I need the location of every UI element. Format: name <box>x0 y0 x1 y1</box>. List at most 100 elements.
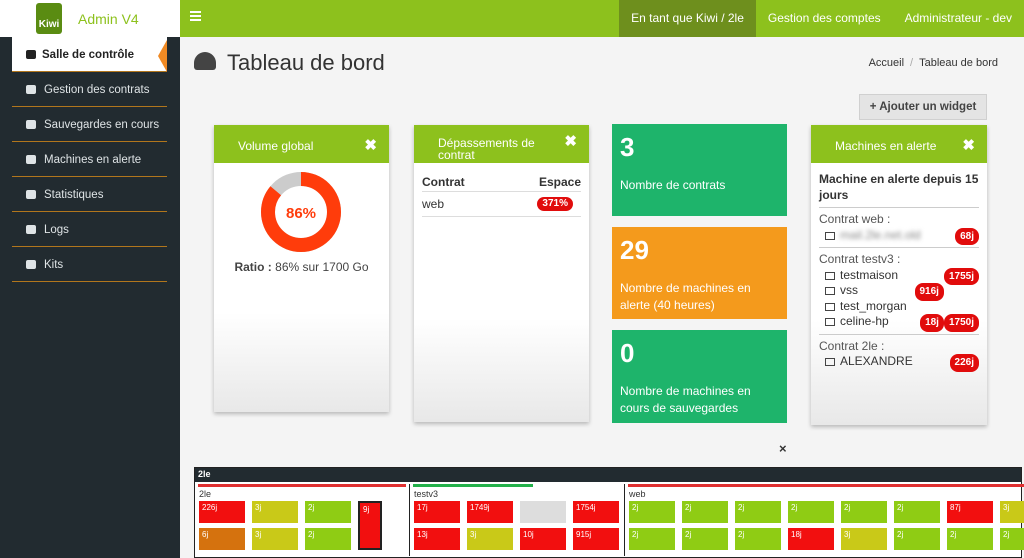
close-panel[interactable]: × <box>779 441 787 456</box>
widget-title: Volume global <box>238 139 314 153</box>
stat-label: Nombre de machines en cours de sauvegard… <box>620 384 751 415</box>
status-cell[interactable]: 2j <box>841 501 887 523</box>
sidebar-item[interactable]: Machines en alerte <box>12 142 167 177</box>
nav-item[interactable]: En tant que Kiwi / 2le <box>619 0 756 37</box>
status-cell[interactable]: 2j <box>894 501 940 523</box>
machine-row: celine-hp 18j <box>819 314 979 332</box>
group-name: 2le <box>199 489 212 499</box>
status-cell[interactable]: 2j <box>894 528 940 550</box>
widget-header: Dépassements de contrat ✖ <box>414 125 589 163</box>
sidebar: Salle de contrôle Gestion des contrats Sau… <box>0 37 180 558</box>
status-cell[interactable] <box>520 501 566 523</box>
title-icon <box>194 52 216 70</box>
days-badge: 1755j <box>943 267 979 285</box>
status-cell[interactable]: 1754j <box>573 501 619 523</box>
sidebar-item[interactable]: Logs <box>12 212 167 247</box>
button-label: Ajouter un widget <box>879 101 977 113</box>
status-cell[interactable]: 3j <box>252 528 298 550</box>
status-cell[interactable]: 2j <box>629 501 675 523</box>
menu-toggle[interactable] <box>190 11 201 13</box>
status-cell[interactable]: 17j <box>414 501 460 523</box>
status-cell[interactable]: 2j <box>305 501 351 523</box>
overrun-badge: 371% <box>537 197 573 211</box>
breadcrumb: Accueil / Tableau de bord <box>868 57 998 69</box>
status-cell[interactable]: 9j <box>358 501 382 550</box>
status-cell[interactable]: 2j <box>305 528 351 550</box>
nav-item[interactable]: Gestion des comptes <box>767 11 881 25</box>
add-widget-button[interactable]: + Ajouter un widget <box>859 94 987 120</box>
close-widget[interactable]: ✖ <box>364 137 377 154</box>
logo[interactable]: Kiwi Admin V4 <box>0 0 180 37</box>
status-cell[interactable]: 226j <box>199 501 245 523</box>
ratio: Ratio : 86% sur 1700 Go <box>214 260 389 274</box>
group-name: Contrat web : <box>819 212 891 226</box>
icon <box>26 190 36 199</box>
sidebar-label: Logs <box>44 224 69 236</box>
sidebar-item[interactable]: Kits <box>12 247 167 282</box>
status-cell[interactable]: 13j <box>414 528 460 550</box>
machine-name[interactable]: test_morgan <box>840 298 907 313</box>
widget-body: Contrat Espace web 371% <box>414 163 589 422</box>
status-cell[interactable]: 87j <box>947 501 993 523</box>
sidebar-item[interactable]: Statistiques <box>12 177 167 212</box>
alert-group: Contrat 2le : ALEXANDRE 226j <box>819 333 979 374</box>
ratio-text: 86% sur 1700 Go <box>275 260 369 274</box>
sidebar-item[interactable]: Gestion des contrats <box>12 72 167 107</box>
donut-chart: 86% <box>261 172 341 252</box>
status-cell[interactable]: 2j <box>947 528 993 550</box>
app-title: Admin V4 <box>78 11 139 27</box>
machine-name[interactable]: vss <box>840 283 858 297</box>
status-cell[interactable]: 1749j <box>467 501 513 523</box>
donut-value <box>261 172 341 252</box>
status-cell[interactable]: 2j <box>788 501 834 523</box>
status-cell[interactable]: 2j <box>1000 528 1024 550</box>
widget-header: Volume global ✖ <box>214 125 389 163</box>
sidebar-item[interactable]: Salle de contrôle <box>12 37 167 72</box>
stat-value: 0 <box>620 338 635 368</box>
status-cell[interactable]: 2j <box>682 528 728 550</box>
icon <box>26 225 36 234</box>
panel-title: 2le <box>195 468 1021 482</box>
status-cell[interactable]: 915j <box>573 528 619 550</box>
breadcrumb-link[interactable]: Accueil <box>868 57 905 69</box>
panel-group: 2le 226j 3j 2j 9j 6j 3j 2j <box>196 484 410 556</box>
group-bar <box>198 484 406 487</box>
status-cell[interactable]: 6j <box>199 528 245 550</box>
status-cell[interactable]: 2j <box>682 501 728 523</box>
status-cell[interactable]: 2j <box>735 528 781 550</box>
sidebar-label: Sauvegardes en cours <box>44 119 160 131</box>
status-cell[interactable]: 3j <box>841 528 887 550</box>
widget-title: Machines en alerte <box>835 139 937 153</box>
machine-name[interactable]: celine-hp <box>840 314 889 328</box>
status-cell[interactable]: 2j <box>629 528 675 550</box>
monitor-icon <box>825 302 835 311</box>
machine-name[interactable]: testmaison <box>840 267 899 282</box>
monitor-icon <box>825 271 835 280</box>
widget-body: 86% Ratio : 86% sur 1700 Go <box>214 163 389 412</box>
group-name: web <box>629 489 646 499</box>
machine-row: testmaison 1755j <box>819 267 979 285</box>
status-cell[interactable]: 10j <box>520 528 566 550</box>
ratio-label: Ratio : <box>234 260 272 274</box>
machine-name[interactable]: mail.2le.net.old <box>840 227 921 242</box>
status-cell[interactable]: 3j <box>252 501 298 523</box>
group-bar <box>628 484 1024 487</box>
status-cell[interactable]: 2j <box>735 501 781 523</box>
monitor-icon <box>825 358 835 366</box>
status-cell[interactable]: 3j <box>467 528 513 550</box>
sidebar-label: Statistiques <box>44 189 104 201</box>
monitor-icon <box>825 231 835 240</box>
icon <box>26 85 36 94</box>
nav-item[interactable]: Administrateur - dev <box>904 11 1012 25</box>
status-cell[interactable]: 18j <box>788 528 834 550</box>
close-widget[interactable]: ✖ <box>962 137 975 154</box>
days-badge: 226j <box>949 354 979 372</box>
machine-name[interactable]: ALEXANDRE <box>840 354 913 368</box>
machine-row: vss 916j <box>819 283 979 301</box>
status-cell[interactable]: 3j <box>1000 501 1024 523</box>
page-title: Tableau de bord <box>227 50 385 75</box>
close-widget[interactable]: ✖ <box>564 133 577 150</box>
panel-group: testv3 17j 1749j 1754j 13j 3j 10j 915j <box>411 484 625 556</box>
sidebar-item[interactable]: Sauvegardes en cours <box>12 107 167 142</box>
icon <box>26 120 36 129</box>
